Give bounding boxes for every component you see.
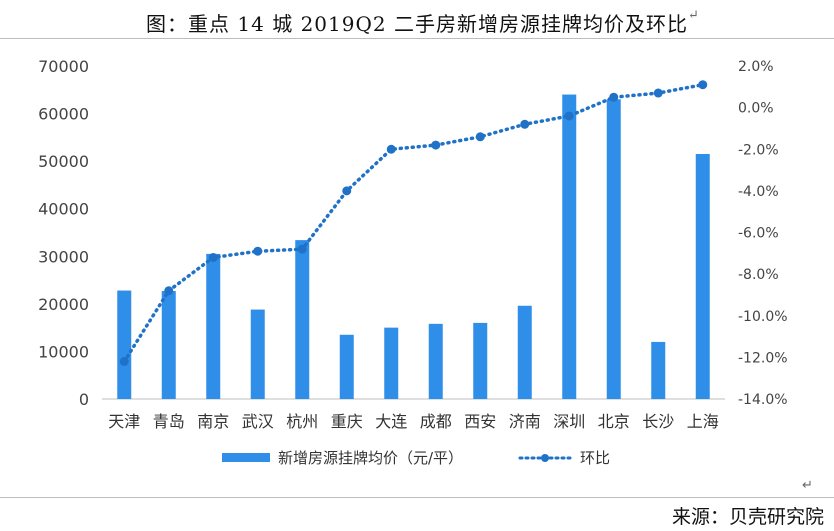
right-y-tick-3: -8.0% <box>738 267 779 283</box>
chart: 天津 青岛 南京 武汉 杭州 重庆 大连 成都 西安 济南 深圳 北京 长沙 上海 0 10000 20000… <box>38 57 788 467</box>
x-tick-label-12: 长沙 <box>642 412 674 431</box>
line-point-4 <box>297 244 307 254</box>
x-tick-label-5: 重庆 <box>331 412 363 431</box>
line-point-12 <box>653 88 663 98</box>
x-tick-label-1: 青岛 <box>153 412 185 431</box>
bar-3 <box>250 309 265 399</box>
line-series <box>119 80 708 367</box>
line-point-1 <box>164 286 174 296</box>
left-y-tick-4: 40000 <box>38 200 89 219</box>
right-y-tick-1: -12.0% <box>738 350 788 366</box>
chart-title-text: 图：重点 14 城 2019Q2 二手房新增房源挂牌均价及环比 <box>146 12 688 36</box>
line-point-13 <box>698 80 708 90</box>
x-tick-label-2: 南京 <box>197 412 229 431</box>
left-y-tick-1: 10000 <box>38 342 89 361</box>
line-point-3 <box>253 246 263 256</box>
bar-12 <box>651 341 666 399</box>
line-point-5 <box>342 186 352 196</box>
bar-11 <box>606 99 621 400</box>
x-tick-label-6: 大连 <box>375 412 407 431</box>
bar-4 <box>295 240 310 399</box>
x-tick-label-11: 北京 <box>598 412 630 431</box>
bar-0 <box>117 290 132 399</box>
source-note: 来源：贝壳研究院 <box>671 506 824 528</box>
x-tick-label-0: 天津 <box>108 412 140 431</box>
legend-bar-label: 新增房源挂牌均价（元/平） <box>278 449 463 467</box>
x-tick-label-8: 西安 <box>464 412 496 431</box>
bar-8 <box>473 322 488 399</box>
left-y-tick-6: 60000 <box>38 105 89 124</box>
right-y-tick-0: -14.0% <box>738 392 788 408</box>
paragraph-mark: ↵ <box>802 478 813 493</box>
bar-7 <box>428 323 443 399</box>
legend-bar-swatch <box>222 453 270 462</box>
line-point-8 <box>475 132 485 142</box>
bar-2 <box>206 253 221 399</box>
left-y-tick-2: 20000 <box>38 295 89 314</box>
legend-line-marker <box>541 454 549 462</box>
bottom-divider <box>0 497 834 498</box>
chart-title: 图：重点 14 城 2019Q2 二手房新增房源挂牌均价及环比 ↵ <box>0 8 834 37</box>
legend-line-label: 环比 <box>580 449 610 467</box>
right-y-tick-6: -2.0% <box>738 142 779 158</box>
line-point-9 <box>520 119 530 129</box>
left-y-tick-labels: 0 10000 20000 30000 40000 50000 60000 70000 <box>38 57 89 409</box>
right-y-tick-5: -4.0% <box>738 184 779 200</box>
line-point-10 <box>564 111 574 121</box>
right-y-tick-2: -10.0% <box>738 309 788 325</box>
line-path <box>122 82 705 364</box>
x-tick-label-3: 武汉 <box>242 412 274 431</box>
line-point-0 <box>119 357 129 367</box>
line-point-7 <box>431 140 441 150</box>
x-tick-labels: 天津 青岛 南京 武汉 杭州 重庆 大连 成都 西安 济南 深圳 北京 长沙 上海 <box>108 412 719 431</box>
paragraph-mark: ↵ <box>687 8 700 23</box>
x-tick-label-13: 上海 <box>687 412 719 431</box>
x-tick-label-4: 杭州 <box>286 412 318 431</box>
bar-5 <box>339 334 354 399</box>
line-point-11 <box>609 92 619 102</box>
bar-13 <box>695 154 710 399</box>
right-y-tick-7: 0.0% <box>738 101 774 117</box>
line-point-6 <box>386 144 396 154</box>
right-y-tick-8: 2.0% <box>738 59 774 75</box>
bar-9 <box>517 305 532 399</box>
line-point-2 <box>208 252 218 262</box>
left-y-tick-3: 30000 <box>38 247 89 266</box>
bar-series <box>117 94 710 400</box>
bar-1 <box>161 291 176 399</box>
bar-6 <box>384 327 399 399</box>
left-y-tick-7: 70000 <box>38 57 89 76</box>
left-y-tick-5: 50000 <box>38 152 89 171</box>
bar-10 <box>562 94 577 400</box>
right-y-tick-labels: -14.0% -12.0% -10.0% -8.0% -6.0% -4.0% -2.0% 0.… <box>738 59 788 408</box>
x-tick-label-10: 深圳 <box>553 412 585 431</box>
right-y-tick-4: -6.0% <box>738 226 779 242</box>
x-tick-label-9: 济南 <box>509 412 541 431</box>
legend: 新增房源挂牌均价（元/平） 环比 <box>222 449 610 467</box>
top-divider <box>0 38 834 39</box>
x-tick-label-7: 成都 <box>420 412 452 431</box>
left-y-tick-0: 0 <box>79 390 89 409</box>
